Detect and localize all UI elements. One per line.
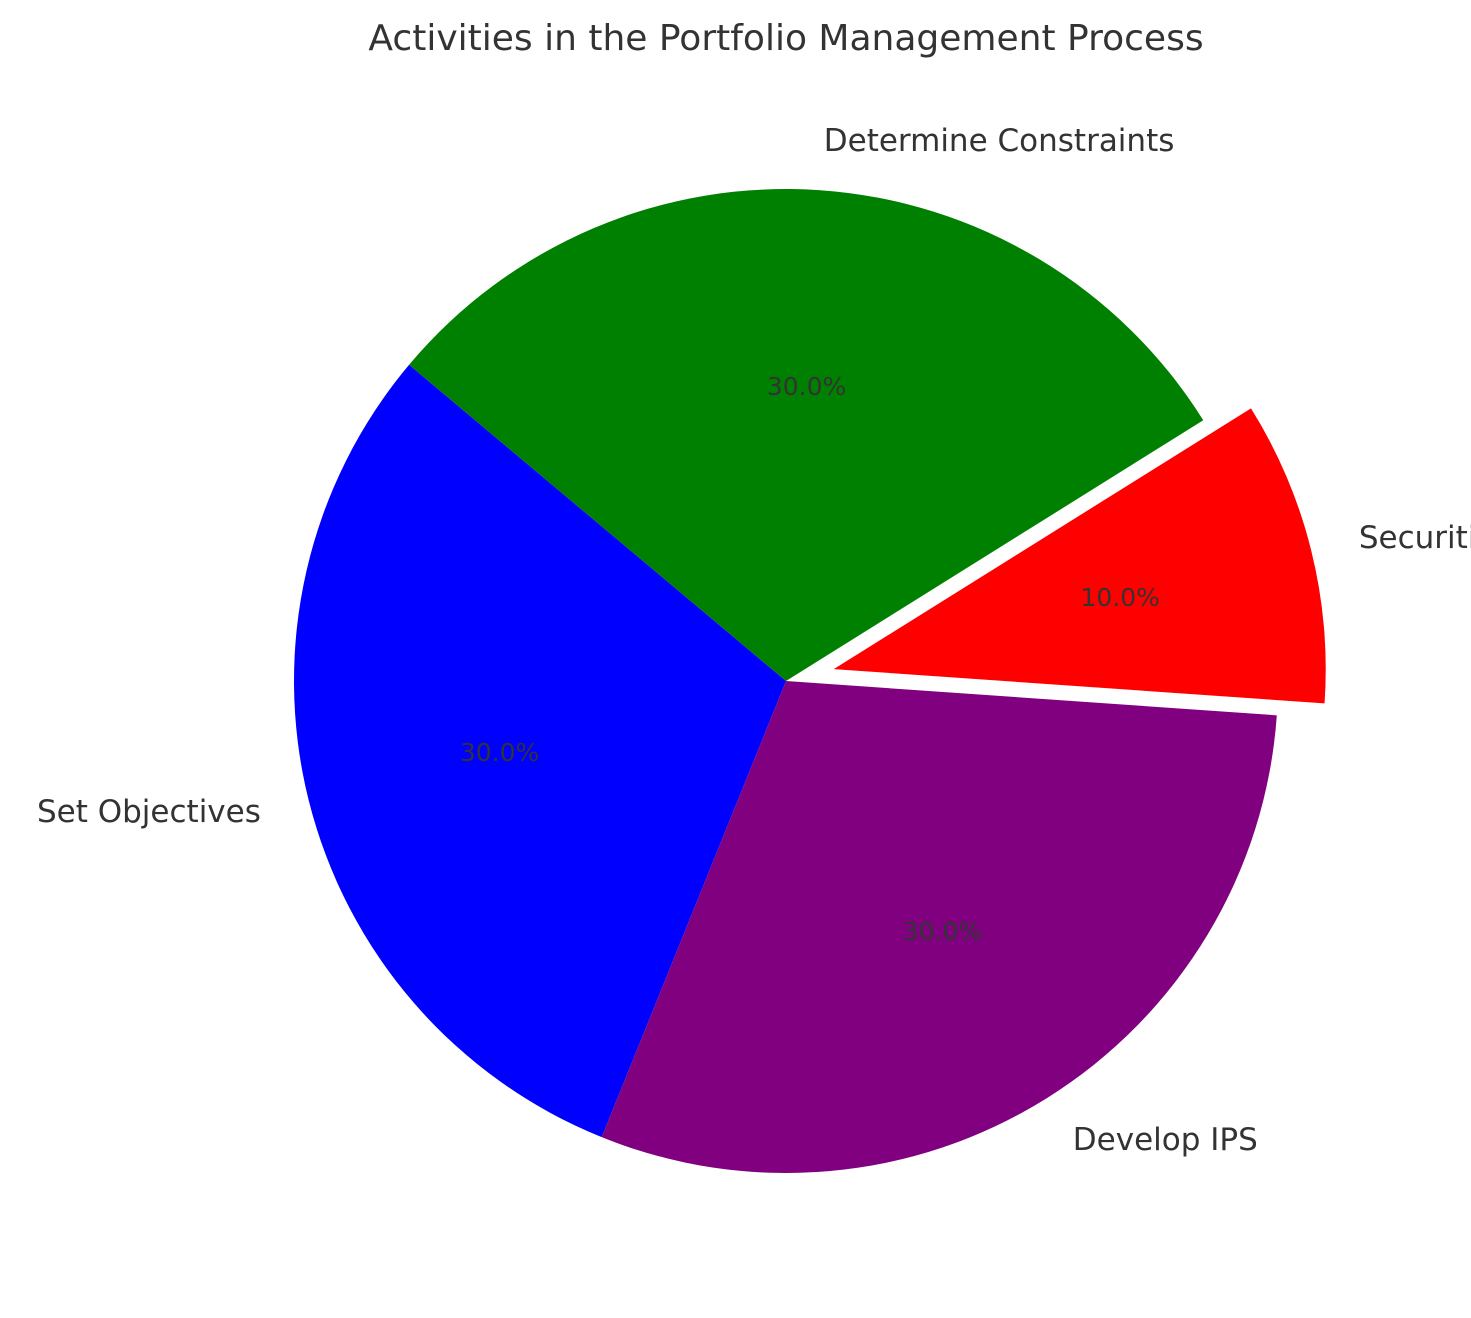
slice-label-set-objectives: Set Objectives — [37, 794, 261, 830]
pie-slice-develop-ips — [601, 681, 1277, 1173]
chart-title: Activities in the Portfolio Management P… — [368, 18, 1203, 59]
pie-slice-set-objectives — [293, 364, 786, 1138]
pie-labels: Set Objectives 30.0% Develop IPS 30.0% Secur… — [37, 123, 1471, 1158]
slice-label-determine-constraints: Determine Constraints — [824, 123, 1175, 159]
percent-label-develop-ips: 30.0% — [903, 917, 982, 946]
slice-label-develop-ips: Develop IPS — [1073, 1122, 1258, 1158]
percent-label-determine-constraints: 30.0% — [767, 372, 846, 401]
percent-label-securities-analysis: 10.0% — [1080, 583, 1159, 612]
pie-slices — [293, 189, 1326, 1173]
slice-label-securities-analysis: Securities Analysis — [1359, 520, 1471, 556]
pie-slice-securities-analysis — [833, 408, 1326, 704]
percent-label-set-objectives: 30.0% — [460, 738, 539, 767]
pie-slice-determine-constraints — [409, 189, 1204, 681]
